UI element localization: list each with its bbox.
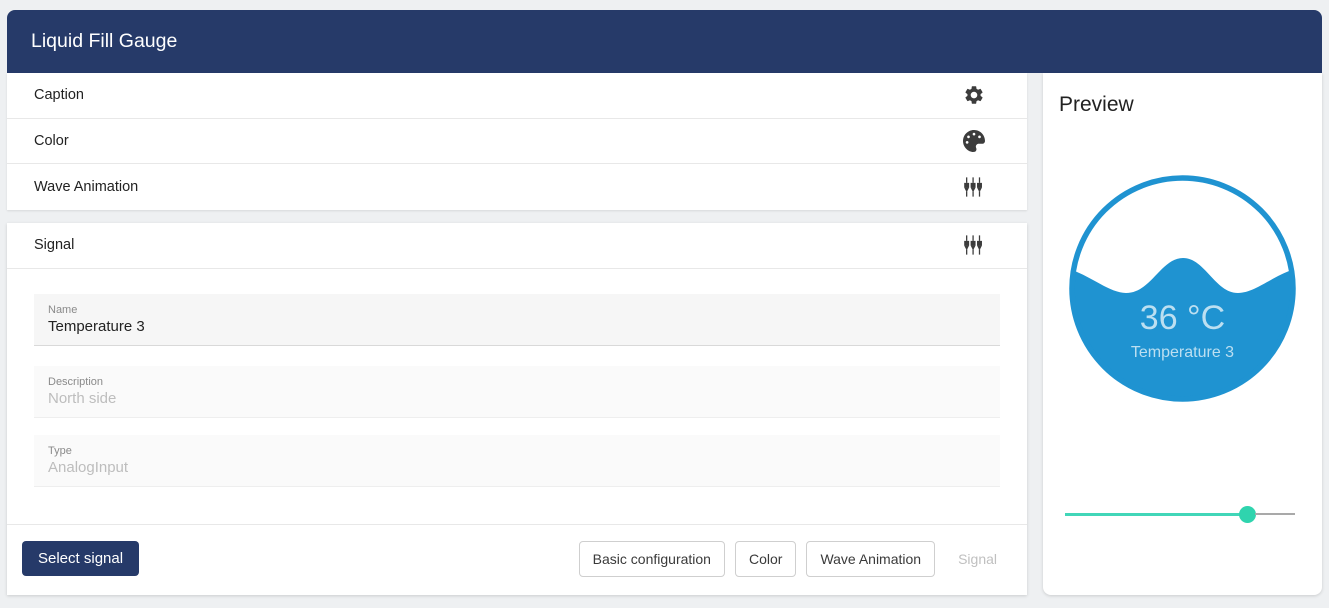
svg-text:Temperature 3: Temperature 3 — [1131, 344, 1234, 361]
svg-text:36 °C: 36 °C — [1140, 299, 1225, 337]
